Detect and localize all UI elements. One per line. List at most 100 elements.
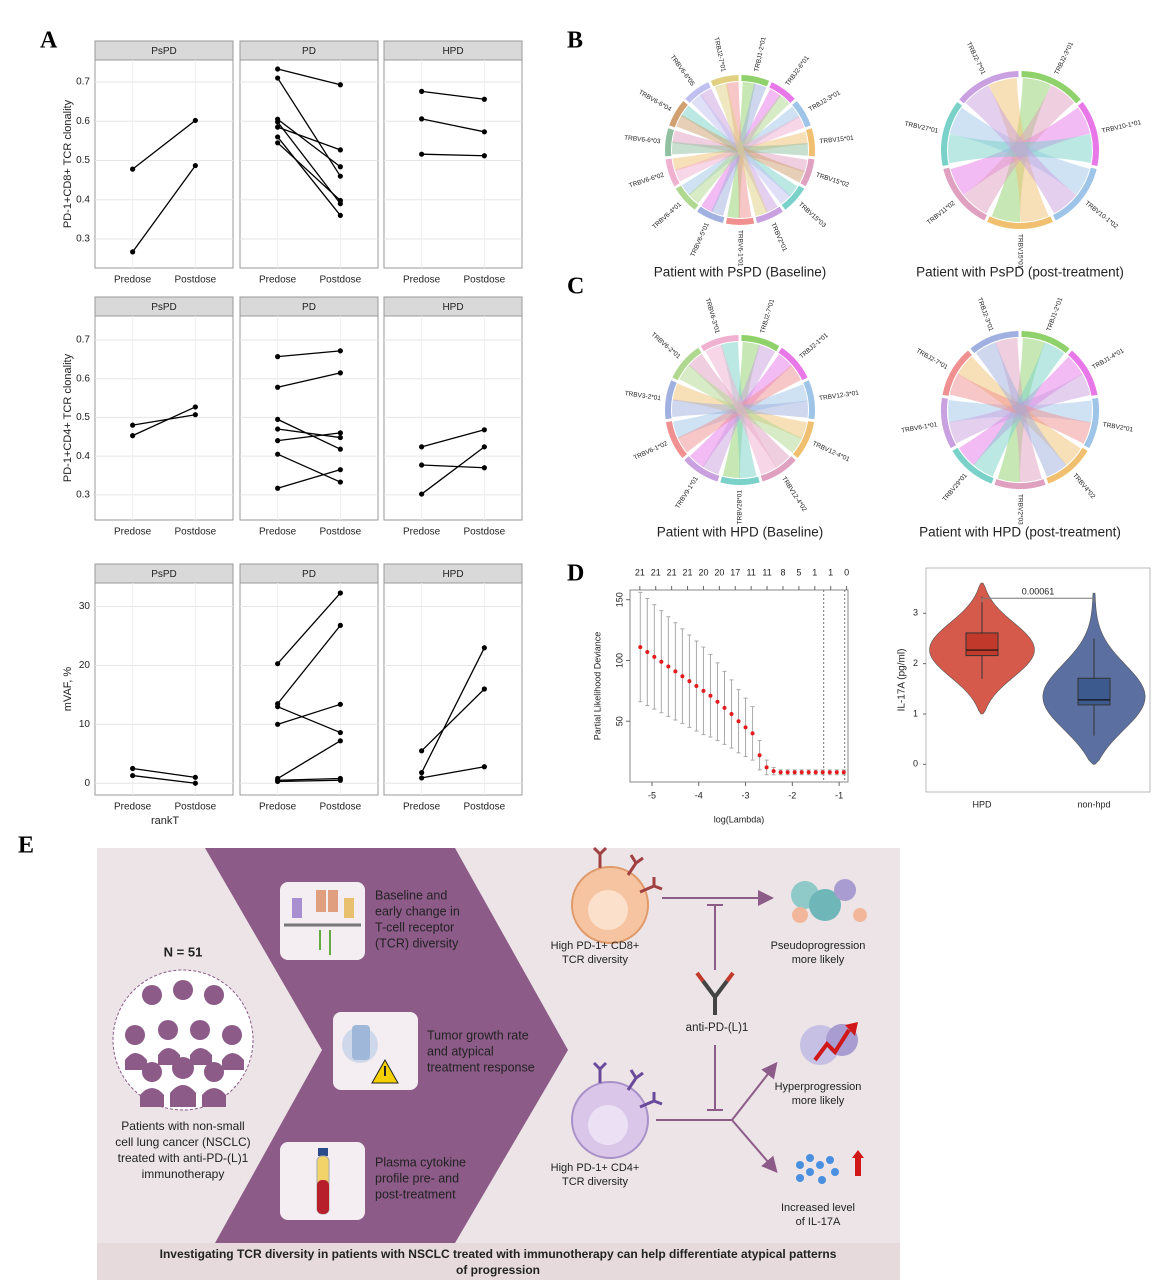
abstract-text: Pseudoprogression: [771, 940, 866, 952]
conclusion-bg: [97, 1243, 900, 1280]
chord-label: TRBJ2-7*01: [915, 347, 949, 371]
point: [481, 686, 487, 692]
point: [481, 645, 487, 651]
point: [481, 427, 487, 433]
chord-label: TRBJ2-3*01: [976, 297, 995, 333]
x-tick-label: Predose: [114, 275, 152, 286]
chord-arc: [987, 216, 1053, 229]
chord-label: TRBV10-1*01: [1101, 119, 1142, 135]
chord-arc: [792, 421, 815, 458]
cv-point: [673, 669, 678, 674]
point: [481, 129, 487, 135]
chord-label: TRBJ1-2*01: [1046, 296, 1065, 332]
panel-letter: A: [40, 28, 58, 54]
y-tick-label: 0.3: [76, 489, 90, 500]
point: [275, 426, 281, 432]
cv-point: [736, 719, 741, 724]
point: [130, 433, 136, 439]
cv-point: [715, 699, 720, 704]
pair-line: [421, 429, 485, 448]
abstract-text: High PD-1+ CD4+: [551, 1162, 640, 1174]
significance-bracket: [981, 597, 1095, 603]
top-tick-label: 0: [844, 567, 849, 577]
abstract-text: more likely: [792, 1095, 845, 1107]
point: [337, 173, 343, 179]
y-tick-label: 2: [913, 658, 918, 668]
point: [419, 88, 425, 94]
cv-point: [799, 770, 804, 775]
cv-point: [652, 654, 657, 659]
point: [275, 416, 281, 422]
pair-line: [277, 68, 341, 86]
x-axis-title: rankT: [151, 815, 179, 827]
chord-arc: [700, 335, 739, 352]
top-tick-label: 21: [683, 567, 693, 577]
blood-tube-icon: [316, 1148, 330, 1215]
point: [192, 780, 198, 786]
pair-line: [132, 774, 196, 784]
point: [192, 774, 198, 780]
x-tick-label: Predose: [114, 527, 152, 538]
pair-line: [277, 469, 341, 489]
point: [275, 661, 281, 667]
y-tick-label: 0.6: [76, 116, 90, 127]
pair-line: [132, 414, 196, 426]
pair-line: [277, 136, 341, 216]
chord-arc: [781, 185, 805, 210]
x-tick-label: Postdose: [175, 527, 217, 538]
point: [192, 117, 198, 124]
top-tick-label: 1: [828, 567, 833, 577]
point: [192, 412, 198, 418]
abstract-text: (TCR) diversity: [375, 936, 459, 950]
pair-line: [277, 126, 341, 151]
facet-panel: [239, 315, 379, 521]
chord-arc: [685, 82, 711, 103]
abstract-text: early change in: [375, 904, 460, 918]
cv-point: [666, 664, 671, 669]
chord-label: TRBV6-1*01: [901, 421, 939, 434]
point: [419, 462, 425, 468]
point: [337, 777, 343, 783]
point: [192, 162, 198, 169]
point: [419, 116, 425, 122]
point: [192, 404, 198, 410]
box: [965, 632, 999, 657]
point: [275, 721, 281, 727]
chord-label: TRBV12-4*01: [811, 440, 851, 463]
point: [419, 775, 425, 781]
facet-panel: [383, 59, 523, 269]
y-axis-title: PD-1+CD4+ TCR clonality: [62, 353, 74, 482]
pair-line: [277, 428, 341, 439]
chord-label: TRBV6-6*02: [628, 171, 665, 189]
chord-arc: [778, 347, 808, 381]
antibody: [695, 971, 735, 1015]
pair-line: [277, 372, 341, 388]
point: [337, 622, 343, 629]
point: [275, 119, 281, 125]
abstract-text: treated with anti-PD-(L)1: [118, 1151, 249, 1165]
point: [481, 96, 487, 102]
top-tick-label: 11: [746, 567, 755, 577]
pair-line: [421, 464, 485, 469]
chord-arc: [792, 100, 811, 128]
chord-arc: [1077, 101, 1099, 167]
chord-arc: [665, 158, 680, 187]
receptor-icon: [284, 890, 361, 955]
point: [337, 434, 343, 441]
pair-line: [421, 153, 485, 157]
point: [481, 764, 487, 770]
chord-arc: [769, 82, 795, 103]
p-value: 0.00061: [1022, 587, 1055, 597]
pair-line: [277, 624, 341, 705]
x-tick-label: Postdose: [175, 275, 217, 286]
facet-title: HPD: [442, 302, 463, 313]
top-tick-label: 17: [730, 567, 740, 577]
point: [337, 479, 343, 485]
chord-arc: [675, 185, 699, 210]
hyperprogression-icon: [800, 1022, 858, 1065]
abstract-text: of IL-17A: [796, 1216, 841, 1228]
facet-panel: [239, 582, 379, 796]
pair-line: [277, 453, 341, 483]
point: [337, 212, 343, 219]
chord-label: TRBJ2-6*01: [784, 54, 811, 87]
